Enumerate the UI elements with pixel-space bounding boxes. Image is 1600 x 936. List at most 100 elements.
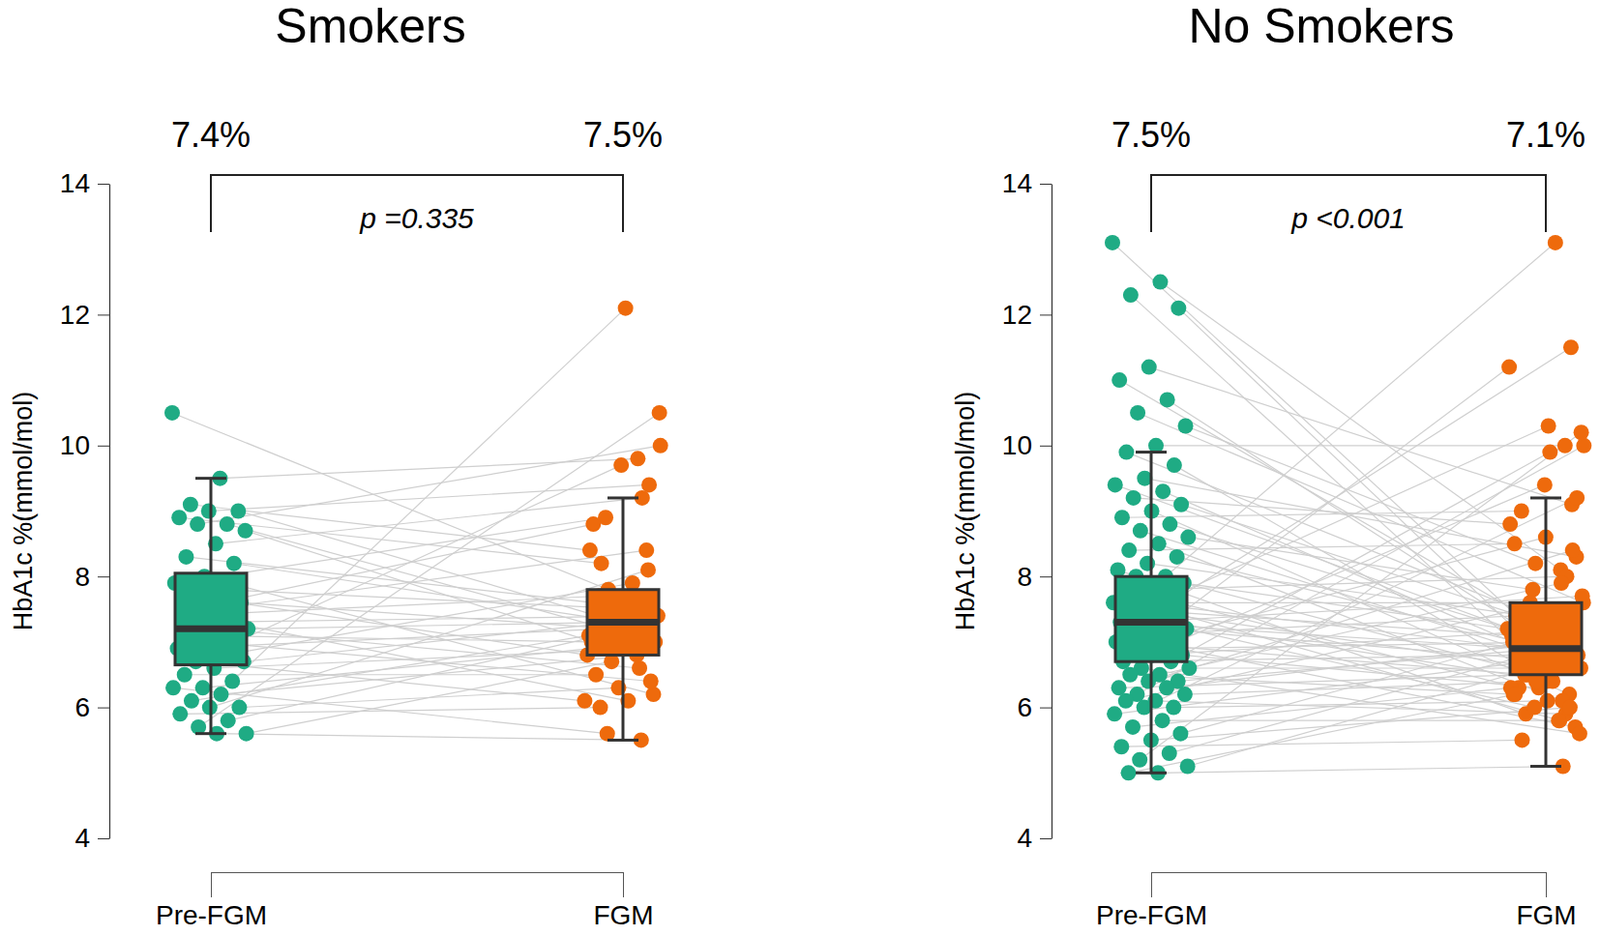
y-tick: 12 [59, 299, 110, 330]
x-tick: FGM [592, 872, 653, 931]
y-tick-mark [97, 576, 110, 578]
y-tick: 10 [1002, 430, 1052, 461]
data-point [1169, 549, 1186, 565]
data-point [1123, 287, 1139, 303]
whisker-cap-high [607, 496, 639, 500]
data-point [1513, 503, 1530, 520]
data-point [1155, 483, 1171, 500]
pair-line [243, 622, 615, 663]
y-tick-label: 4 [74, 823, 90, 854]
data-point [1165, 700, 1182, 716]
data-point [1562, 700, 1578, 716]
data-point [1113, 739, 1129, 755]
pair-line [1133, 498, 1512, 525]
box-body [587, 590, 659, 656]
panel: No Smokers468101214HbA1c %(mmol/mol)Pre-… [950, 0, 1592, 931]
x-tick-label: FGM [592, 900, 653, 931]
pair-line [1139, 432, 1581, 761]
data-point [1141, 359, 1157, 376]
pair-line [1134, 367, 1510, 650]
y-tick-mark [97, 314, 110, 316]
y-tick: 14 [1002, 168, 1052, 199]
pair-line [197, 445, 661, 525]
x-axis-line [1152, 872, 1547, 874]
data-point [585, 516, 601, 533]
y-tick-label: 10 [1002, 430, 1033, 461]
x-tick-label: FGM [1515, 900, 1576, 931]
data-point [172, 706, 188, 722]
data-point [582, 542, 598, 559]
y-tick-label: 14 [1002, 168, 1033, 199]
data-point [1166, 457, 1183, 474]
pair-line [1157, 767, 1564, 774]
data-point [1170, 300, 1186, 317]
data-point [164, 405, 180, 421]
pair-line [1187, 668, 1535, 768]
p-value: p =0.335 [358, 202, 475, 235]
data-point [643, 674, 659, 690]
p-value: p <0.001 [1290, 202, 1406, 235]
mean-label: 7.4% [171, 115, 251, 155]
points [1104, 235, 1197, 781]
data-point [195, 680, 211, 696]
data-point [1140, 674, 1156, 690]
data-point [1571, 726, 1588, 742]
data-point [237, 523, 254, 539]
data-point [631, 660, 648, 677]
x-tick-label: Pre-FGM [1096, 900, 1208, 931]
data-point [645, 686, 661, 703]
y-axis-line [1051, 184, 1053, 840]
y-tick-mark [97, 183, 110, 185]
y-tick-label: 12 [1002, 299, 1033, 330]
data-point [189, 516, 206, 533]
plot-area [1104, 235, 1592, 781]
y-axis: 468101214 [1002, 168, 1053, 854]
data-point [182, 497, 199, 513]
data-point [230, 503, 246, 520]
y-tick-mark [1039, 576, 1052, 578]
data-point [231, 700, 247, 716]
data-point [177, 667, 193, 683]
data-point [1507, 686, 1523, 703]
pair-line [237, 465, 623, 643]
data-point [1125, 719, 1141, 736]
data-point [1569, 490, 1585, 506]
data-point [1513, 732, 1530, 748]
whisker-high [622, 498, 625, 591]
x-axis-line [211, 872, 624, 874]
data-point [1537, 476, 1553, 493]
y-tick-label: 6 [1016, 692, 1033, 723]
pair-line [1166, 642, 1555, 688]
whisker-high [209, 478, 213, 574]
whisker-cap-high [1530, 496, 1562, 500]
pair-line [219, 458, 638, 478]
pair-line [1180, 635, 1541, 735]
data-point [1104, 235, 1121, 251]
data-point [618, 300, 634, 317]
panel: Smokers468101214HbA1c %(mmol/mol)Pre-FGM… [8, 0, 669, 931]
whisker-high [1544, 498, 1548, 603]
pair-line [208, 484, 650, 511]
data-point [1158, 680, 1175, 696]
x-tick-mark [210, 872, 212, 898]
whisker-high [1150, 452, 1154, 578]
pair-line [1170, 452, 1550, 663]
y-tick-mark [1039, 838, 1052, 840]
box-body [175, 573, 247, 666]
box [175, 478, 247, 735]
points [576, 300, 668, 749]
data-point [1121, 765, 1137, 781]
data-point [1121, 542, 1137, 559]
data-point [171, 509, 187, 526]
data-point [220, 712, 237, 729]
points [1499, 235, 1592, 775]
box-body [1510, 602, 1582, 675]
data-point [1118, 693, 1134, 710]
points [164, 405, 256, 742]
y-tick-mark [1039, 183, 1052, 185]
data-point [1502, 516, 1518, 533]
y-tick-label: 12 [59, 299, 90, 330]
data-point [1129, 405, 1146, 421]
data-point [1172, 726, 1188, 742]
y-tick: 8 [1016, 562, 1052, 593]
